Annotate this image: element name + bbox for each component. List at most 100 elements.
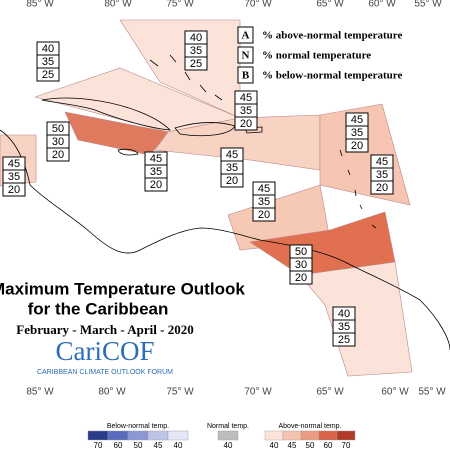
longitude-label: 70° W: [244, 387, 272, 398]
legend-swatch: [318, 430, 338, 441]
longitude-label: 85° W: [26, 0, 54, 10]
region-cell: [144, 177, 168, 192]
legend-tick: 40: [174, 441, 183, 450]
region-value: 35: [150, 166, 162, 178]
region-value: 50: [52, 123, 64, 135]
region-value: 20: [351, 140, 363, 152]
region-value: 35: [376, 169, 388, 181]
longitude-label: 75° W: [166, 387, 194, 398]
legend-tick: 40: [224, 441, 233, 450]
bahamas: [149, 54, 223, 101]
legend-tick: 40: [270, 441, 279, 450]
region-value: 40: [42, 43, 54, 55]
key-box: [237, 46, 254, 64]
lesser-antilles: [339, 149, 377, 229]
key-text: % below-normal temperature: [262, 70, 402, 82]
legend-swatch: [282, 430, 302, 441]
period: February - March - April - 2020: [16, 322, 193, 337]
region-cell: [36, 67, 60, 82]
region-value: 20: [52, 149, 64, 161]
region-value: 20: [240, 118, 252, 130]
key-letter: N: [242, 50, 250, 62]
legend-tick: 50: [306, 441, 315, 450]
longitude-label: 80° W: [98, 387, 126, 398]
region-value: 35: [226, 162, 238, 174]
region-value: 20: [376, 182, 388, 194]
key: A % above-normal temperature N % normal tem…: [237, 26, 402, 84]
legend-tick: 70: [94, 441, 103, 450]
longitude-labels: 85° W 80° W 75° W 70° W 65° W 60° W 55° W 85° W…: [26, 0, 446, 398]
legend-swatch: [147, 430, 169, 441]
mainland-coast: [0, 129, 450, 351]
legend-tick: 45: [154, 441, 163, 450]
region-cell: [234, 116, 258, 131]
region-value: 40: [190, 32, 202, 44]
longitude-label: 55° W: [414, 0, 442, 10]
region-value: 45: [226, 149, 238, 161]
coastlines: [0, 54, 450, 351]
legend-tick: 70: [342, 441, 351, 450]
logo: CariCOF: [55, 336, 154, 366]
region-cell: [252, 207, 276, 222]
region-area: [299, 261, 413, 377]
key-text: % normal temperature: [262, 50, 371, 62]
region-cell: [345, 138, 369, 153]
longitude-label: 70° W: [244, 0, 272, 10]
legend-swatch: [217, 430, 239, 441]
legend-swatch: [300, 430, 320, 441]
region-value: 20: [295, 272, 307, 284]
region-cell: [2, 182, 26, 197]
legend-swatch: [264, 430, 284, 441]
key-text: % above-normal temperature: [262, 30, 402, 42]
region-value: 35: [8, 171, 20, 183]
region-value: 35: [258, 196, 270, 208]
region-value: 40: [338, 308, 350, 320]
legend-swatch: [127, 430, 149, 441]
logo-caption: CARIBBEAN CLIMATE OUTLOOK FORUM: [37, 369, 173, 376]
region-value: 35: [190, 45, 202, 57]
legend-label: Above-normal temp.: [278, 423, 341, 430]
region-value: 30: [52, 136, 64, 148]
region-cell: [332, 332, 356, 347]
region-value: 35: [42, 56, 54, 68]
region-value: 20: [8, 184, 20, 196]
region-value: 20: [226, 175, 238, 187]
longitude-label: 55° W: [418, 387, 446, 398]
key-box: [237, 26, 254, 44]
longitude-label: 65° W: [316, 387, 344, 398]
longitude-label: 85° W: [26, 387, 54, 398]
region-value: 25: [42, 69, 54, 81]
region-value: 35: [338, 321, 350, 333]
legend-swatch: [107, 430, 129, 441]
region-value: 35: [240, 105, 252, 117]
title: Maximum Temperature Outlook: [0, 279, 245, 298]
region-value: 45: [351, 114, 363, 126]
jamaica: [117, 148, 139, 156]
longitude-label: 60° W: [381, 387, 409, 398]
region-value: 45: [150, 153, 162, 165]
region-value: 20: [150, 179, 162, 191]
legend-swatch: [167, 430, 189, 441]
subtitle: for the Caribbean: [28, 299, 169, 318]
region-cell: [184, 56, 208, 71]
region-value: 45: [8, 158, 20, 170]
region-cell: [370, 180, 394, 195]
region-cell: [220, 173, 244, 188]
legend-tick: 45: [288, 441, 297, 450]
legend-tick: 60: [324, 441, 333, 450]
legend-swatch: [87, 430, 109, 441]
legend-tick: 60: [114, 441, 123, 450]
region-value: 30: [295, 259, 307, 271]
longitude-label: 80° W: [104, 0, 132, 10]
longitude-label: 65° W: [316, 0, 344, 10]
region-value: 20: [258, 209, 270, 221]
region-value: 35: [351, 127, 363, 139]
legend-label: Below-normal temp.: [107, 423, 169, 430]
longitude-label: 75° W: [166, 0, 194, 10]
region-value: 45: [240, 92, 252, 104]
region-value: 45: [258, 183, 270, 195]
region-value: 45: [376, 156, 388, 168]
key-box: [237, 66, 254, 84]
